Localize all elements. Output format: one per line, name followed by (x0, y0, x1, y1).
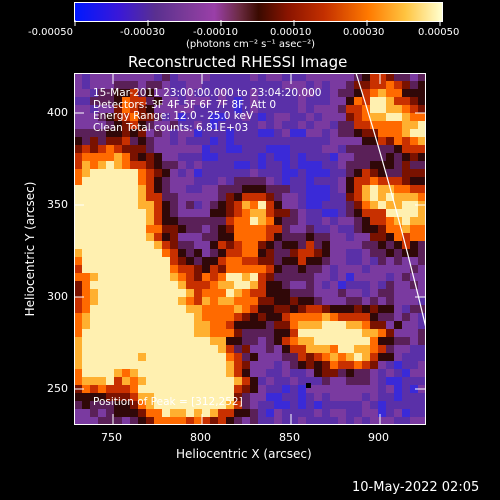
peak-marker (306, 383, 311, 388)
colorbar-ticks (74, 20, 441, 26)
solar-limb-arc (355, 73, 426, 329)
x-tick-label: 850 (279, 431, 300, 444)
colorbar-tick-label: -0.00010 (193, 27, 238, 38)
colorbar (74, 2, 443, 22)
footer-timestamp: 10-May-2022 02:05 (352, 480, 480, 495)
peak-position-text: Position of Peak = [312,252] (93, 396, 243, 408)
time-range-text: 15-Mar-2011 23:00:00.000 to 23:04:20.000 (93, 87, 322, 99)
energy-range-text: Energy Range: 12.0 - 25.0 keV (93, 110, 254, 122)
image-plot (74, 73, 426, 425)
colorbar-tick-label: 0.00030 (343, 27, 385, 38)
colorbar-tick-label: -0.00050 (28, 27, 73, 38)
colorbar-tick-label: 0.00010 (270, 27, 312, 38)
colorbar-tick-label: -0.00030 (120, 27, 165, 38)
x-tick-label: 800 (190, 431, 211, 444)
x-tick-label: 900 (368, 431, 389, 444)
colorbar-units: (photons cm⁻² s⁻¹ asec⁻²) (186, 39, 316, 50)
x-axis-label: Heliocentric X (arcsec) (176, 447, 312, 461)
y-tick-label: 350 (47, 198, 68, 211)
y-tick-label: 250 (47, 382, 68, 395)
y-axis-label: Heliocentric Y (arcsec) (23, 181, 37, 317)
x-tick-label: 750 (101, 431, 122, 444)
clean-counts-text: Clean Total counts: 6.81E+03 (93, 121, 249, 134)
y-tick-label: 300 (47, 290, 68, 303)
y-tick-label: 400 (47, 106, 68, 119)
observation-info: 15-Mar-2011 23:00:00.000 to 23:04:20.000… (93, 87, 322, 134)
plot-title: Reconstructed RHESSI Image (128, 53, 348, 71)
detectors-text: Detectors: 3F 4F 5F 6F 7F 8F, Att 0 (93, 98, 277, 111)
colorbar-tick-label: 0.00050 (418, 27, 460, 38)
